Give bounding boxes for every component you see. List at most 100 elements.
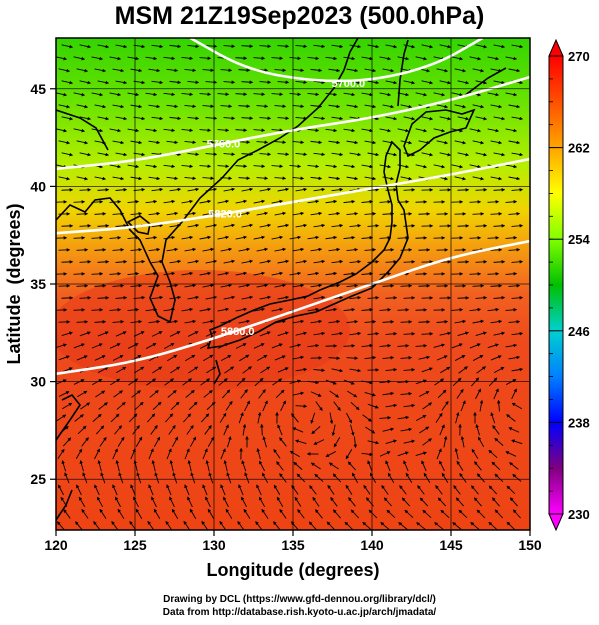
wind-arrow bbox=[130, 176, 143, 181]
wind-arrow bbox=[169, 459, 174, 472]
wind-arrow bbox=[171, 508, 179, 519]
wind-arrow bbox=[421, 367, 433, 373]
contour-line bbox=[189, 38, 484, 83]
lon-tick-label: 140 bbox=[360, 537, 384, 553]
wind-arrow bbox=[405, 472, 413, 483]
wind-arrow bbox=[151, 80, 164, 85]
wind-arrow bbox=[346, 356, 359, 360]
wind-arrow bbox=[511, 402, 522, 410]
wind-arrow bbox=[169, 44, 182, 49]
wind-arrow bbox=[256, 448, 261, 460]
wind-arrow bbox=[289, 164, 302, 169]
wind-arrow bbox=[220, 484, 226, 496]
wind-arrow bbox=[454, 355, 466, 361]
wind-arrow bbox=[457, 80, 470, 85]
wind-arrow bbox=[145, 128, 158, 133]
wind-arrow bbox=[271, 164, 284, 169]
wind-arrow bbox=[145, 92, 158, 97]
wind-arrow bbox=[326, 521, 336, 530]
wind-arrow bbox=[487, 128, 500, 133]
lon-tick-label: 125 bbox=[123, 537, 147, 553]
wind-arrow bbox=[433, 92, 446, 97]
wind-arrow bbox=[223, 259, 236, 264]
wind-arrow bbox=[112, 283, 125, 288]
wind-arrow bbox=[56, 414, 67, 422]
wind-arrow bbox=[181, 307, 194, 312]
wind-arrow bbox=[279, 437, 287, 447]
wind-arrow bbox=[271, 56, 284, 61]
wind-arrow bbox=[367, 460, 373, 472]
wind-arrow bbox=[459, 472, 467, 483]
wind-arrow bbox=[343, 235, 356, 240]
wind-arrow bbox=[379, 343, 392, 348]
wind-arrow bbox=[367, 440, 380, 445]
wind-arrow bbox=[294, 496, 302, 507]
wind-arrow bbox=[261, 508, 269, 519]
wind-arrow bbox=[474, 461, 482, 471]
wind-arrow bbox=[308, 521, 318, 530]
wind-arrow bbox=[130, 448, 136, 460]
wind-arrow bbox=[331, 368, 344, 373]
wind-arrow bbox=[400, 248, 413, 252]
wind-arrow bbox=[97, 152, 110, 157]
wind-arrow bbox=[454, 447, 459, 460]
wind-arrow bbox=[490, 176, 503, 181]
wind-arrow bbox=[506, 521, 516, 530]
wind-arrow bbox=[471, 485, 479, 495]
wind-arrow bbox=[241, 295, 254, 300]
wind-arrow bbox=[292, 211, 305, 216]
wind-arrow bbox=[217, 199, 230, 204]
wind-arrow bbox=[237, 520, 245, 530]
wind-arrow bbox=[151, 44, 164, 49]
wind-arrow bbox=[187, 459, 192, 472]
wind-arrow bbox=[364, 176, 377, 181]
wind-arrow bbox=[506, 485, 516, 495]
wind-arrow bbox=[363, 484, 371, 495]
wind-arrow bbox=[169, 116, 182, 121]
wind-arrow bbox=[457, 116, 470, 121]
wind-arrow bbox=[475, 116, 488, 121]
wind-arrow bbox=[202, 247, 215, 252]
wind-arrow bbox=[97, 260, 110, 264]
wind-arrow bbox=[310, 68, 323, 73]
wind-arrow bbox=[259, 295, 272, 300]
wind-arrow bbox=[61, 44, 74, 49]
wind-arrow bbox=[382, 427, 395, 432]
wind-arrow bbox=[259, 331, 271, 337]
wind-arrow bbox=[349, 223, 362, 228]
wind-arrow bbox=[493, 152, 506, 157]
wind-arrow bbox=[189, 508, 197, 519]
wind-arrow bbox=[163, 92, 176, 97]
wind-arrow bbox=[380, 521, 390, 530]
wind-arrow bbox=[470, 521, 480, 530]
wind-arrow bbox=[361, 235, 374, 240]
wind-arrow bbox=[476, 473, 485, 483]
wind-arrow bbox=[509, 497, 518, 507]
wind-arrow bbox=[77, 390, 88, 398]
wind-arrow bbox=[110, 413, 120, 423]
wind-arrow bbox=[422, 402, 433, 410]
wind-arrow bbox=[204, 424, 212, 435]
wind-arrow bbox=[403, 332, 416, 336]
wind-arrow bbox=[271, 343, 283, 349]
wind-arrow bbox=[454, 68, 467, 73]
wind-arrow bbox=[364, 211, 377, 216]
wind-arrow bbox=[205, 459, 210, 472]
wind-arrow bbox=[490, 212, 503, 216]
wind-arrow bbox=[436, 68, 449, 73]
wind-arrow bbox=[147, 520, 155, 530]
wind-arrow bbox=[493, 116, 506, 121]
wind-arrow bbox=[508, 176, 521, 181]
wind-arrow bbox=[349, 44, 362, 49]
wind-arrow bbox=[163, 235, 176, 240]
wind-arrow bbox=[99, 436, 107, 447]
wind-arrow bbox=[58, 68, 71, 73]
wind-arrow bbox=[217, 307, 230, 312]
wind-arrow bbox=[439, 424, 445, 436]
wind-arrow bbox=[114, 425, 122, 435]
wind-arrow bbox=[199, 56, 212, 61]
wind-arrow bbox=[488, 485, 498, 495]
wind-arrow bbox=[472, 176, 485, 181]
wind-arrow bbox=[511, 439, 523, 445]
